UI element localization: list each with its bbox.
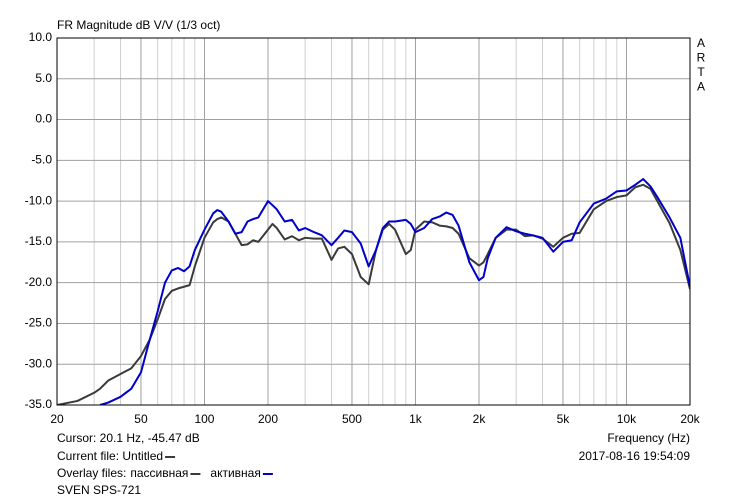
x-tick-label: 20 — [50, 412, 64, 426]
series-line — [99, 178, 690, 405]
plot-frame — [56, 37, 691, 406]
x-tick-label: 2k — [473, 412, 487, 426]
y-tick-label: 5.0 — [35, 71, 52, 85]
y-tick-label: -35.0 — [25, 397, 53, 411]
cursor-readout: Cursor: 20.1 Hz, -45.47 dB — [57, 431, 200, 445]
legend-label: активная — [210, 466, 260, 480]
x-tick-label: 50 — [134, 412, 148, 426]
overlay-label: Overlay files: — [57, 466, 126, 480]
x-tick-label: 200 — [258, 412, 278, 426]
y-tick-label: -25.0 — [25, 316, 53, 330]
chart-title: FR Magnitude dB V/V (1/3 oct) — [57, 18, 220, 32]
y-tick-label: -10.0 — [25, 193, 53, 207]
y-tick-label: -20.0 — [25, 275, 53, 289]
x-tick-label: 5k — [557, 412, 571, 426]
y-tick-label: 10.0 — [29, 30, 53, 44]
x-tick-label: 500 — [342, 412, 362, 426]
current-file: Current file: Untitled — [57, 449, 163, 463]
y-tick-label: -15.0 — [25, 234, 53, 248]
x-tick-label: 1k — [409, 412, 423, 426]
x-tick-label: 20k — [680, 412, 700, 426]
y-tick-label: -5.0 — [31, 153, 52, 167]
y-tick-label: -30.0 — [25, 356, 53, 370]
series-line — [57, 183, 690, 405]
timestamp: 2017-08-16 19:54:09 — [579, 449, 691, 463]
x-axis-label: Frequency (Hz) — [607, 431, 690, 445]
x-tick-label: 100 — [194, 412, 214, 426]
legend-label: пассивная — [130, 466, 188, 480]
device-name: SVEN SPS-721 — [57, 483, 141, 497]
x-tick-label: 10k — [617, 412, 637, 426]
y-tick-label: 0.0 — [35, 112, 52, 126]
